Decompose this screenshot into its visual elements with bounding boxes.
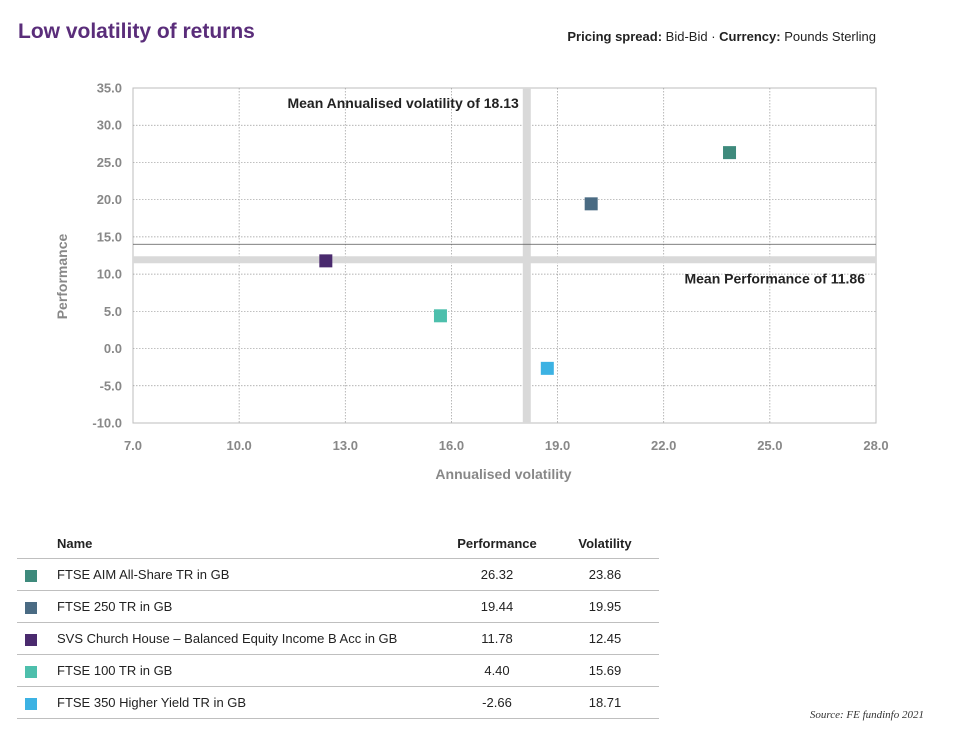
table-cell-volatility: 12.45 bbox=[551, 622, 659, 655]
x-tick-label: 10.0 bbox=[226, 438, 251, 453]
table-cell-swatch bbox=[17, 654, 51, 687]
currency-label: Currency: bbox=[719, 29, 781, 44]
table-cell-name: FTSE 100 TR in GB bbox=[51, 654, 443, 687]
legend-swatch bbox=[25, 569, 37, 582]
mean-volatility-band bbox=[522, 88, 531, 423]
legend-swatch bbox=[25, 665, 37, 678]
scatter-chart: -10.0 -5.0 0.0 5.0 10.0 15.0 20.0 25.0 30.0 35.0 7… bbox=[54, 81, 889, 483]
table-header-performance: Performance bbox=[443, 528, 551, 559]
scatter-point bbox=[584, 197, 598, 211]
table-row: FTSE 350 Higher Yield TR in GB -2.66 18.71 bbox=[17, 686, 659, 719]
x-tick-label: 13.0 bbox=[333, 438, 358, 453]
source-note: Source: FE fundinfo 2021 bbox=[809, 709, 924, 721]
x-tick-label: 25.0 bbox=[757, 438, 782, 453]
mean-performance-band bbox=[133, 256, 876, 264]
x-axis-title: Annualised volatility bbox=[435, 466, 571, 482]
table-cell-performance: -2.66 bbox=[443, 686, 551, 719]
mean-volatility-annotation: Mean Annualised volatility of 18.13 bbox=[287, 95, 519, 111]
table-cell-volatility: 15.69 bbox=[551, 654, 659, 687]
currency-value: Pounds Sterling bbox=[784, 29, 876, 44]
table-cell-volatility: 18.71 bbox=[551, 686, 659, 719]
y-tick-label: 35.0 bbox=[97, 81, 122, 96]
y-tick-label: -10.0 bbox=[92, 416, 122, 431]
table-cell-performance: 26.32 bbox=[443, 558, 551, 591]
table-cell-name: FTSE 350 Higher Yield TR in GB bbox=[51, 686, 443, 719]
plot-area bbox=[132, 87, 877, 424]
y-tick-label: 20.0 bbox=[97, 192, 122, 207]
page-title: Low volatility of returns bbox=[18, 20, 255, 43]
table-cell-performance: 11.78 bbox=[443, 622, 551, 655]
table-row: FTSE 100 TR in GB 4.40 15.69 bbox=[17, 654, 659, 687]
x-tick-label: 28.0 bbox=[863, 438, 888, 453]
legend-swatch bbox=[25, 633, 37, 646]
table-header-volatility: Volatility bbox=[551, 528, 659, 559]
y-tick-label: 25.0 bbox=[97, 155, 122, 170]
table-header-swatch bbox=[17, 528, 51, 559]
table-cell-name: FTSE AIM All-Share TR in GB bbox=[51, 558, 443, 591]
x-tick-label: 19.0 bbox=[545, 438, 570, 453]
y-tick-label: 10.0 bbox=[97, 267, 122, 282]
table-cell-performance: 19.44 bbox=[443, 590, 551, 623]
data-table: Name Performance Volatility FTSE AIM All… bbox=[17, 528, 659, 719]
table-cell-volatility: 23.86 bbox=[551, 558, 659, 591]
mean-performance-annotation: Mean Performance of 11.86 bbox=[684, 270, 865, 286]
pricing-currency-info: Pricing spread: Bid-Bid · Currency: Poun… bbox=[567, 29, 876, 44]
table-cell-swatch bbox=[17, 622, 51, 655]
table-header-row: Name Performance Volatility bbox=[17, 528, 659, 559]
legend-swatch bbox=[25, 697, 37, 710]
scatter-point bbox=[433, 309, 447, 323]
scatter-point bbox=[723, 146, 737, 160]
pricing-spread-label: Pricing spread: bbox=[567, 29, 663, 44]
y-tick-label: 15.0 bbox=[97, 229, 122, 244]
table-row: SVS Church House – Balanced Equity Incom… bbox=[17, 622, 659, 655]
table-row: FTSE AIM All-Share TR in GB 26.32 23.86 bbox=[17, 558, 659, 591]
table-cell-swatch bbox=[17, 686, 51, 719]
x-tick-label: 16.0 bbox=[439, 438, 464, 453]
table-cell-performance: 4.40 bbox=[443, 654, 551, 687]
pricing-spread-value: Bid-Bid bbox=[665, 29, 708, 44]
y-tick-label: 0.0 bbox=[104, 341, 122, 356]
table-body: FTSE AIM All-Share TR in GB 26.32 23.86 FTS… bbox=[17, 558, 659, 719]
y-axis-title: Performance bbox=[54, 233, 70, 319]
scatter-point bbox=[540, 361, 554, 375]
y-tick-label: 5.0 bbox=[104, 304, 122, 319]
table-cell-volatility: 19.95 bbox=[551, 590, 659, 623]
table-header-name: Name bbox=[51, 528, 443, 559]
x-tick-label: 7.0 bbox=[124, 438, 142, 453]
table-cell-swatch bbox=[17, 558, 51, 591]
table-cell-name: SVS Church House – Balanced Equity Incom… bbox=[51, 622, 443, 655]
table-row: FTSE 250 TR in GB 19.44 19.95 bbox=[17, 590, 659, 623]
table-cell-swatch bbox=[17, 590, 51, 623]
meta-separator: · bbox=[711, 29, 716, 44]
y-tick-label: -5.0 bbox=[100, 378, 122, 393]
table-cell-name: FTSE 250 TR in GB bbox=[51, 590, 443, 623]
x-tick-label: 22.0 bbox=[651, 438, 676, 453]
scatter-point bbox=[319, 254, 333, 268]
legend-swatch bbox=[25, 601, 37, 614]
y-tick-label: 30.0 bbox=[97, 118, 122, 133]
